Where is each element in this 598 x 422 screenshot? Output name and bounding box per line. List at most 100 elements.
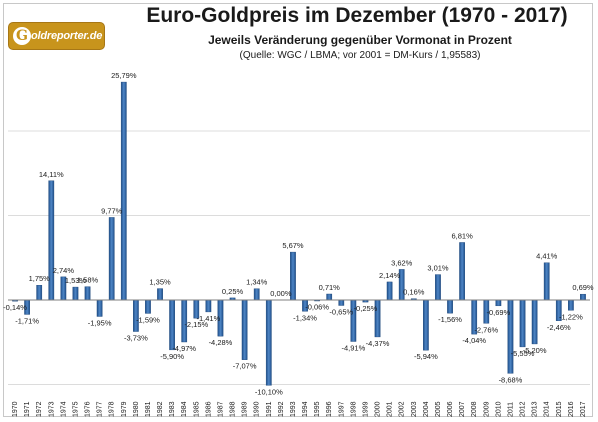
data-label-1978: 9,77% [101, 206, 123, 215]
data-label-2007: 6,81% [451, 231, 473, 240]
x-tick-1975: 1975 [72, 401, 79, 417]
bar-2017 [580, 293, 586, 301]
data-label-1982: 1,35% [149, 278, 171, 287]
bar-2013 [531, 299, 538, 345]
x-tick-2002: 2002 [399, 401, 406, 417]
bar-2014 [543, 262, 550, 301]
x-tick-1970: 1970 [12, 401, 19, 417]
bar-2005 [435, 274, 441, 301]
data-label-2000: -4,37% [366, 339, 390, 348]
logo: G oldreporter.de [8, 22, 105, 50]
x-tick-1991: 1991 [266, 401, 273, 417]
x-tick-1980: 1980 [133, 401, 140, 417]
bar-1989 [241, 299, 248, 360]
bar-1976 [84, 286, 91, 301]
chart-title: Euro-Goldpreis im Dezember (1970 - 2017) [146, 4, 568, 27]
x-tick-2006: 2006 [447, 401, 454, 417]
data-label-1992: 0,00% [270, 289, 292, 298]
bar-1990 [253, 288, 260, 301]
x-tick-2013: 2013 [532, 401, 539, 417]
x-tick-2017: 2017 [580, 401, 587, 417]
chart-frame [3, 3, 593, 417]
data-label-2015: -2,46% [547, 323, 571, 332]
data-label-1972: 1,75% [29, 274, 51, 283]
bar-1983 [169, 299, 175, 351]
bar-1975 [72, 286, 79, 301]
data-label-1995: -0,06% [305, 303, 329, 312]
data-label-2016: -1,22% [559, 312, 583, 321]
x-tick-2001: 2001 [387, 401, 394, 417]
data-label-1987: -4,28% [209, 338, 233, 347]
data-label-2010: -0,69% [486, 308, 510, 317]
x-tick-1976: 1976 [85, 401, 92, 417]
data-label-2011: -8,68% [499, 375, 523, 384]
data-label-1974: 2,74% [53, 266, 75, 275]
x-tick-1990: 1990 [254, 401, 261, 417]
x-tick-1972: 1972 [36, 401, 43, 417]
data-label-2017: 0,69% [572, 283, 594, 292]
x-tick-2011: 2011 [507, 402, 514, 417]
data-label-1998: -4,91% [341, 343, 365, 352]
data-label-2012: -5,55% [511, 349, 535, 358]
x-tick-2009: 2009 [483, 401, 490, 417]
x-tick-1986: 1986 [205, 401, 212, 417]
x-tick-2015: 2015 [556, 401, 563, 417]
bar-1981 [145, 299, 151, 314]
chart-source: (Quelle: WGC / LBMA; vor 2001 = DM-Kurs … [239, 50, 481, 61]
x-tick-1985: 1985 [193, 401, 200, 417]
x-tick-2016: 2016 [568, 401, 575, 417]
bar-2004 [423, 299, 429, 351]
x-tick-1971: 1971 [24, 401, 31, 417]
bars [12, 81, 586, 386]
bar-2016 [568, 299, 574, 311]
data-label-1984: -4,97% [172, 344, 196, 353]
x-tick-1973: 1973 [48, 401, 55, 417]
bar-2010 [495, 299, 502, 307]
x-tick-2007: 2007 [459, 401, 466, 417]
data-label-1977: -1,95% [88, 318, 112, 327]
bar-1977 [96, 299, 103, 317]
bar-1997 [338, 299, 345, 306]
x-tick-1996: 1996 [326, 401, 333, 417]
data-label-1975: 1,53% [65, 276, 87, 285]
x-tick-1987: 1987 [217, 401, 224, 417]
data-label-1970: -0,14% [3, 303, 27, 312]
bar-2007 [459, 242, 465, 301]
bar-1986 [205, 299, 212, 313]
x-tick-2000: 2000 [375, 401, 382, 417]
x-tick-labels: 1970 1971 1972 1973 1974 1975 1976 1977 1978 1979… [12, 401, 587, 417]
data-labels: -0,14% -1,71% 1,75% 14,11% 2,74%1,53%1,58% -1… [3, 71, 594, 396]
data-label-1976: 1,58% [77, 276, 99, 285]
bar-1982 [157, 288, 163, 301]
x-tick-1989: 1989 [242, 401, 249, 417]
data-label-1990: 1,34% [246, 278, 268, 287]
bar-1972 [36, 285, 43, 301]
data-label-1989: -7,07% [233, 362, 257, 371]
bar-1991 [265, 299, 272, 386]
x-tick-1982: 1982 [157, 401, 164, 417]
data-label-1996: 0,71% [319, 283, 341, 292]
data-label-1986: -1,41% [196, 314, 220, 323]
data-label-1997: -0,65% [329, 307, 353, 316]
x-tick-1994: 1994 [302, 401, 309, 417]
x-tick-1981: 1981 [145, 401, 152, 417]
x-tick-2005: 2005 [435, 401, 442, 417]
data-label-1971: -1,71% [15, 316, 39, 325]
x-tick-1979: 1979 [121, 401, 128, 417]
x-tick-1997: 1997 [338, 401, 345, 417]
x-tick-2003: 2003 [411, 401, 418, 417]
chart-subtitle: Jeweils Veränderung gegenüber Vormonat i… [208, 33, 512, 47]
data-label-1985: -2,15% [184, 320, 208, 329]
bar-2012 [519, 299, 526, 348]
data-label-2014: 4,41% [536, 252, 558, 261]
x-tick-1999: 1999 [362, 401, 369, 417]
data-label-2009: -2,76% [474, 325, 498, 334]
x-tick-1983: 1983 [169, 401, 176, 417]
data-label-2005: 3,01% [427, 264, 449, 273]
logo-text: oldreporter.de [31, 30, 103, 42]
data-label-2006: -1,56% [438, 315, 462, 324]
x-tick-1978: 1978 [109, 401, 116, 417]
data-label-1988: 0,25% [222, 287, 244, 296]
x-tick-1984: 1984 [181, 401, 188, 417]
data-label-1973: 14,11% [39, 170, 64, 179]
